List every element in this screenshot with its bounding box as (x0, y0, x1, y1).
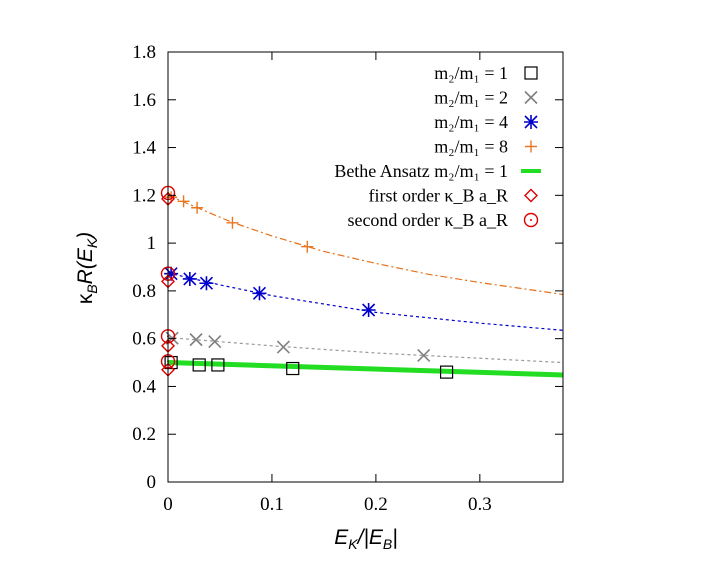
legend-label: Bethe Ansatz m₂/m₁ = 1 (334, 161, 508, 181)
data-point (286, 361, 300, 376)
x-tick-label: 0 (163, 494, 173, 515)
legend-label: first order κ_B a_R (368, 186, 508, 206)
data-point (177, 195, 190, 208)
y-tick-label: 0.6 (132, 329, 156, 350)
data-point (276, 340, 290, 354)
y-tick-label: 0.2 (132, 424, 156, 445)
data-point (182, 271, 197, 286)
tick-labels: 0 0.1 0.2 0.3 0 0.2 0.4 0.6 0.8 1 1.2 1.4 1.6 1.8 (132, 42, 491, 515)
y-tick-label: 0.4 (132, 376, 156, 397)
y-tick-label: 1.2 (132, 185, 156, 206)
data-point (525, 140, 537, 153)
x-axis-label: EK/|EB| (334, 526, 397, 552)
data-point (524, 115, 538, 129)
fit-line (167, 272, 564, 331)
data-point (192, 358, 206, 372)
x-tick-label: 0.3 (468, 494, 492, 515)
data-point (191, 201, 204, 214)
plot-frame (167, 51, 564, 483)
data-point (226, 216, 239, 229)
fit-line (167, 336, 564, 364)
legend-label: m₂/m₁ = 1 (434, 63, 508, 83)
data-point (211, 358, 225, 372)
bethe-ansatz-line (167, 360, 564, 378)
data-markers (160, 185, 454, 379)
y-axis-label: κBR(EK) (74, 232, 100, 304)
data-point (361, 303, 376, 317)
bethe-ansatz-curve (167, 360, 564, 378)
data-point (199, 276, 214, 291)
y-tick-label: 1.6 (132, 90, 156, 111)
y-tick-label: 1.4 (132, 138, 156, 159)
data-point (524, 90, 538, 105)
data-point (523, 212, 539, 228)
y-tick-label: 1 (147, 233, 157, 254)
axis-ticks (167, 51, 563, 483)
y-tick-label: 0.8 (132, 281, 156, 302)
data-point (530, 219, 532, 221)
data-point (208, 334, 222, 349)
y-tick-label: 0 (147, 472, 157, 493)
data-point (301, 240, 314, 253)
data-point (524, 66, 538, 80)
legend-label: m₂/m₁ = 8 (434, 137, 508, 157)
legend-label: m₂/m₁ = 4 (434, 112, 508, 132)
y-tick-label: 1.8 (132, 42, 156, 63)
data-point (252, 286, 267, 301)
fit-line (167, 194, 564, 296)
data-point (417, 348, 431, 362)
data-point (439, 365, 454, 379)
data-point (164, 355, 178, 370)
legend-label: m₂/m₁ = 2 (434, 88, 508, 108)
legend: m₂/m₁ = 1 m₂/m₁ = 2 m₂/m₁ = 4 m₂/m₁ = 8 Beth… (334, 63, 541, 230)
x-tick-label: 0.1 (260, 494, 284, 515)
data-point (164, 266, 179, 281)
x-tick-label: 0.2 (364, 494, 388, 515)
data-point (524, 188, 538, 203)
legend-label: second order κ_B a_R (347, 210, 508, 230)
data-point (189, 333, 203, 347)
